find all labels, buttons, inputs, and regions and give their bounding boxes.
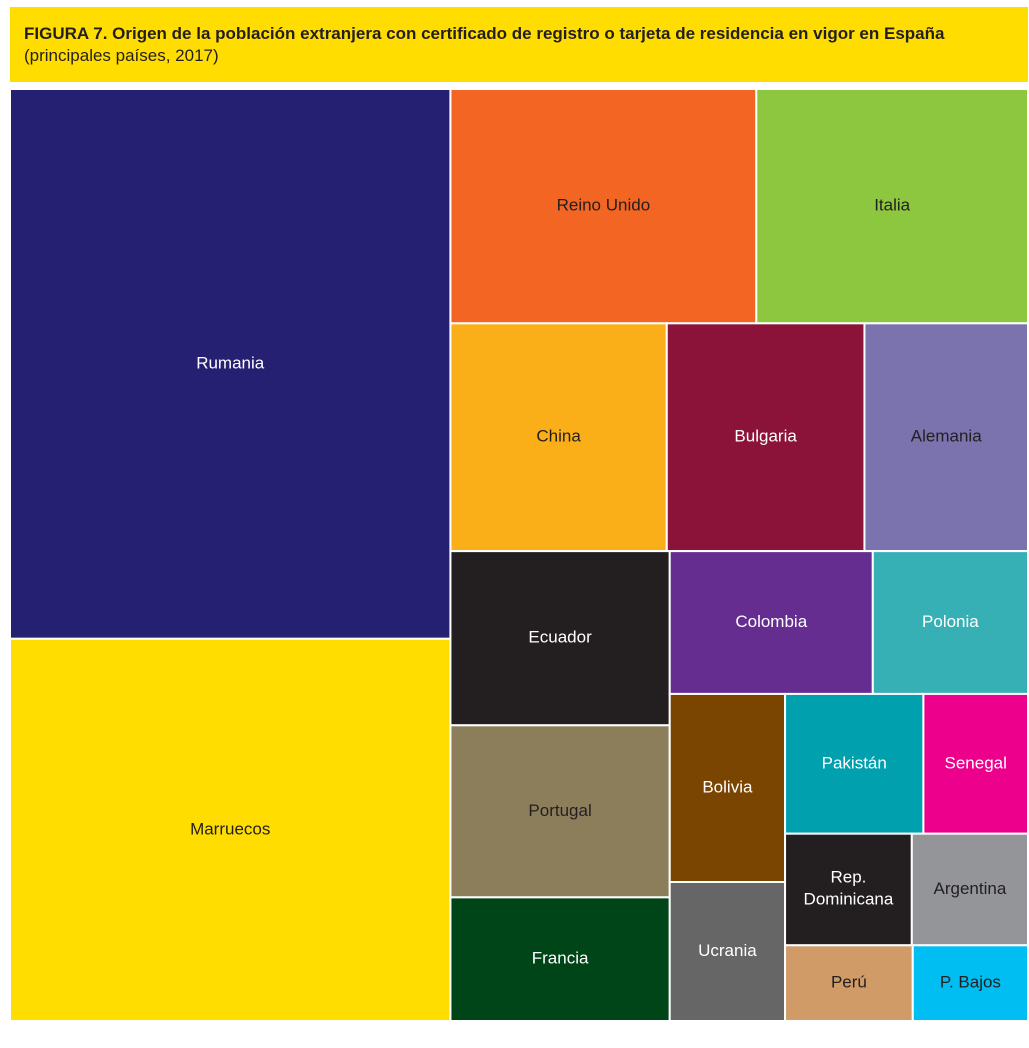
tile [665, 322, 866, 553]
tile-label: Francia [532, 949, 589, 968]
tile-label: Perú [831, 973, 867, 992]
tile-label: Bolivia [702, 777, 753, 796]
tile-label: Pakistán [822, 753, 887, 772]
tile-label: Argentina [934, 879, 1007, 898]
tile-label: P. Bajos [940, 973, 1001, 992]
tile [871, 550, 1029, 695]
tile [784, 832, 913, 947]
tile-label: Italia [874, 196, 910, 215]
tile [668, 692, 787, 883]
tile [784, 692, 925, 835]
tile [668, 550, 874, 695]
tile [9, 88, 452, 640]
tile-label: Polonia [922, 612, 979, 631]
tile-label: Ecuador [528, 628, 592, 647]
tile [755, 88, 1029, 325]
tile [449, 88, 758, 325]
tile-label: Colombia [735, 612, 807, 631]
tile-label: Alemania [911, 427, 982, 446]
tile-label: Senegal [945, 753, 1007, 772]
tile-label: Rep. Dominicana [804, 868, 894, 909]
tile [449, 724, 671, 899]
tile [911, 944, 1029, 1022]
tile-label: Bulgaria [734, 427, 797, 446]
tile [449, 550, 671, 727]
tile [9, 637, 452, 1022]
tile [922, 692, 1029, 835]
tile-label: Rumania [196, 353, 265, 372]
chart-title: FIGURA 7. Origen de la población extranj… [24, 24, 945, 43]
tile-label: China [536, 427, 581, 446]
tile-label: Portugal [528, 801, 591, 820]
tile-label: Marruecos [190, 819, 270, 838]
tile-label: Reino Unido [557, 196, 651, 215]
tile [449, 896, 671, 1023]
header: FIGURA 7. Origen de la población extranj… [10, 7, 1028, 82]
tile-label: Ucrania [698, 941, 757, 960]
tile [668, 880, 787, 1023]
tile [449, 322, 668, 553]
chart-subtitle: (principales países, 2017) [24, 46, 219, 65]
tile [784, 944, 914, 1022]
